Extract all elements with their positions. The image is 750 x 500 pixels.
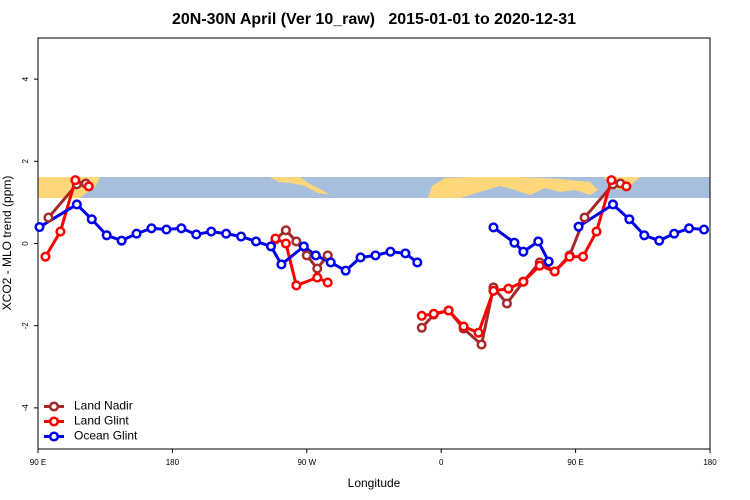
point-marker bbox=[55, 226, 66, 237]
point-marker bbox=[400, 248, 411, 259]
point-marker bbox=[654, 235, 665, 246]
point-marker bbox=[322, 277, 333, 288]
y-tick-label: 4 bbox=[21, 76, 30, 81]
point-marker bbox=[276, 259, 287, 270]
x-tick-label: 90 E bbox=[567, 458, 583, 467]
land bbox=[270, 177, 330, 195]
point-marker bbox=[161, 224, 172, 235]
point-marker bbox=[564, 251, 575, 262]
plot-frame bbox=[37, 37, 711, 450]
point-marker bbox=[639, 230, 650, 241]
point-marker bbox=[573, 221, 584, 232]
point-marker bbox=[101, 230, 112, 241]
point-marker bbox=[301, 250, 312, 261]
point-marker bbox=[549, 266, 560, 277]
x-tick-label: 90 E bbox=[30, 458, 46, 467]
point-marker bbox=[40, 251, 51, 262]
x-tick-label: 180 bbox=[703, 458, 717, 467]
x-tick-label: 0 bbox=[439, 458, 444, 467]
y-tick-label: 2 bbox=[21, 159, 30, 164]
point-marker bbox=[534, 260, 545, 271]
land bbox=[428, 177, 598, 198]
point-marker bbox=[509, 237, 520, 248]
point-marker bbox=[443, 305, 454, 316]
point-marker bbox=[206, 226, 217, 237]
point-marker bbox=[131, 228, 142, 239]
point-marker bbox=[312, 272, 323, 283]
point-marker bbox=[488, 285, 499, 296]
point-marker bbox=[473, 327, 484, 338]
y-axis-title: XCO2 - MLO trend (ppm) bbox=[0, 176, 14, 311]
y-tick-label: -4 bbox=[21, 404, 30, 412]
point-marker bbox=[291, 236, 302, 247]
point-marker bbox=[458, 321, 469, 332]
point-marker bbox=[416, 310, 427, 321]
legend-label: Land Nadir bbox=[74, 399, 133, 413]
point-marker bbox=[518, 276, 529, 287]
x-tick-label: 180 bbox=[166, 458, 180, 467]
point-marker bbox=[488, 222, 499, 233]
point-marker bbox=[416, 322, 427, 333]
point-marker bbox=[34, 222, 45, 233]
point-marker bbox=[606, 175, 617, 186]
point-marker bbox=[355, 252, 366, 263]
y-tick-label: 0 bbox=[21, 241, 30, 246]
point-marker bbox=[280, 238, 291, 249]
point-marker bbox=[86, 214, 97, 225]
point-marker bbox=[312, 263, 323, 274]
x-axis-title: Longitude bbox=[348, 476, 401, 490]
point-marker bbox=[607, 199, 618, 210]
x-tick-label: 90 W bbox=[297, 458, 316, 467]
point-marker bbox=[280, 225, 291, 236]
point-marker bbox=[325, 257, 336, 268]
point-marker bbox=[698, 224, 710, 235]
point-marker bbox=[684, 223, 695, 234]
point-marker bbox=[176, 223, 187, 234]
chart-title: 20N-30N April (Ver 10_raw) 2015-01-01 to… bbox=[172, 11, 576, 28]
point-marker bbox=[236, 231, 247, 242]
point-marker bbox=[476, 339, 487, 350]
point-marker bbox=[116, 235, 127, 246]
point-marker bbox=[533, 236, 544, 247]
series-line bbox=[44, 178, 627, 335]
legend-label: Land Glint bbox=[74, 414, 129, 428]
point-marker bbox=[340, 265, 351, 276]
point-marker bbox=[83, 181, 94, 192]
legend-label: Ocean Glint bbox=[74, 429, 138, 443]
point-marker bbox=[578, 251, 589, 262]
point-marker bbox=[250, 236, 262, 247]
point-marker bbox=[70, 175, 81, 186]
y-tick-label: -2 bbox=[21, 322, 30, 330]
plot bbox=[34, 175, 710, 350]
legend-marker bbox=[48, 416, 60, 427]
point-marker bbox=[501, 298, 512, 309]
point-marker bbox=[503, 283, 514, 294]
point-marker bbox=[265, 241, 277, 252]
point-marker bbox=[221, 228, 232, 239]
legend-marker bbox=[48, 431, 60, 442]
point-marker bbox=[298, 241, 309, 252]
point-marker bbox=[270, 233, 281, 244]
point-marker bbox=[543, 256, 554, 267]
point-marker bbox=[621, 181, 632, 192]
legend-marker bbox=[48, 401, 60, 412]
point-marker bbox=[624, 214, 635, 225]
point-marker bbox=[579, 212, 590, 223]
map-band bbox=[38, 177, 710, 198]
point-marker bbox=[428, 308, 439, 319]
point-marker bbox=[310, 250, 321, 261]
point-marker bbox=[291, 280, 302, 291]
point-marker bbox=[669, 228, 680, 239]
point-marker bbox=[191, 229, 202, 240]
point-marker bbox=[71, 199, 82, 210]
point-marker bbox=[385, 246, 396, 257]
point-marker bbox=[518, 246, 529, 257]
point-marker bbox=[146, 223, 157, 234]
point-marker bbox=[43, 212, 54, 223]
point-marker bbox=[370, 250, 381, 261]
point-marker bbox=[591, 226, 602, 237]
point-marker bbox=[412, 257, 423, 268]
